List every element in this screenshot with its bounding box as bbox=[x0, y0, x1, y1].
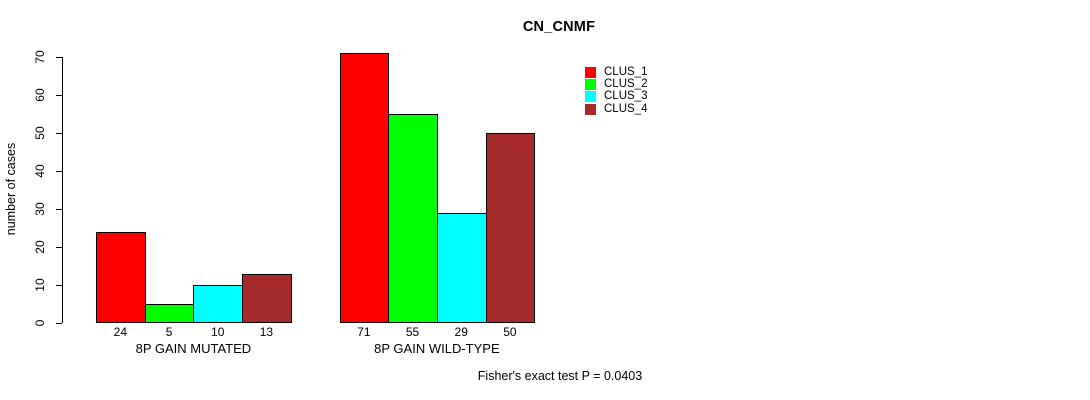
bar-value-label: 71 bbox=[357, 325, 371, 339]
y-axis-line bbox=[62, 57, 63, 323]
y-axis-tick-label: 40 bbox=[33, 164, 47, 178]
bar-value-label: 5 bbox=[165, 325, 173, 339]
y-axis-title: number of cases bbox=[4, 142, 18, 236]
x-axis-group-label: 8P GAIN WILD-TYPE bbox=[374, 341, 500, 356]
bar-clus_2-group2 bbox=[388, 114, 438, 323]
bar-clus_2-group1 bbox=[144, 304, 195, 323]
legend-item: CLUS_2 bbox=[585, 78, 648, 91]
y-axis-tick-label: 0 bbox=[33, 319, 47, 327]
y-axis-tick-label: 10 bbox=[33, 278, 47, 292]
y-axis-tick bbox=[56, 322, 62, 324]
legend-label: CLUS_2 bbox=[604, 78, 648, 91]
y-axis-tick bbox=[56, 170, 62, 172]
legend-swatch-clus_4 bbox=[585, 103, 596, 115]
bar-value-label: 50 bbox=[503, 325, 517, 339]
legend-label: CLUS_1 bbox=[604, 65, 648, 78]
bar-value-label: 10 bbox=[211, 325, 225, 339]
x-axis-group-label: 8P GAIN MUTATED bbox=[135, 341, 252, 356]
bar-clus_1-group1 bbox=[96, 231, 146, 323]
legend: CLUS_1 CLUS_2 CLUS_3 CLUS_4 bbox=[585, 66, 647, 116]
bar-clus_4-group2 bbox=[485, 133, 536, 323]
legend-item: CLUS_1 bbox=[585, 66, 647, 78]
bar-clus_3-group2 bbox=[436, 212, 487, 323]
y-axis-tick-label: 20 bbox=[33, 240, 47, 254]
y-axis-tick bbox=[56, 56, 62, 58]
legend-item: CLUS_3 bbox=[585, 91, 647, 103]
y-axis-tick-label: 50 bbox=[33, 126, 47, 140]
bar-value-label: 55 bbox=[405, 325, 420, 339]
y-axis-tick bbox=[56, 132, 62, 134]
y-axis-tick bbox=[56, 284, 62, 286]
y-axis-tick-label: 60 bbox=[33, 88, 47, 102]
bar-clus_1-group2 bbox=[339, 53, 390, 323]
y-axis-tick-label: 30 bbox=[33, 202, 47, 216]
bar-value-label: 24 bbox=[113, 325, 128, 339]
y-axis-tick-label: 70 bbox=[33, 50, 47, 64]
legend-label: CLUS_4 bbox=[604, 102, 648, 115]
legend-swatch-clus_3 bbox=[585, 91, 596, 103]
y-axis-tick bbox=[56, 246, 62, 248]
chart-title: CN_CNMF bbox=[522, 19, 596, 35]
legend-item: CLUS_4 bbox=[585, 103, 647, 115]
legend-swatch-clus_1 bbox=[585, 66, 596, 78]
bar-value-label: 13 bbox=[259, 325, 274, 339]
bar-value-label: 29 bbox=[454, 325, 468, 339]
fisher-test-annotation: Fisher's exact test P = 0.0403 bbox=[477, 369, 643, 383]
bar-clus_3-group1 bbox=[193, 285, 244, 323]
legend-swatch-clus_2 bbox=[585, 79, 596, 91]
legend-label: CLUS_3 bbox=[604, 90, 648, 103]
y-axis-tick bbox=[56, 94, 62, 96]
bar-clus_4-group1 bbox=[242, 273, 292, 323]
y-axis-tick bbox=[56, 208, 62, 210]
